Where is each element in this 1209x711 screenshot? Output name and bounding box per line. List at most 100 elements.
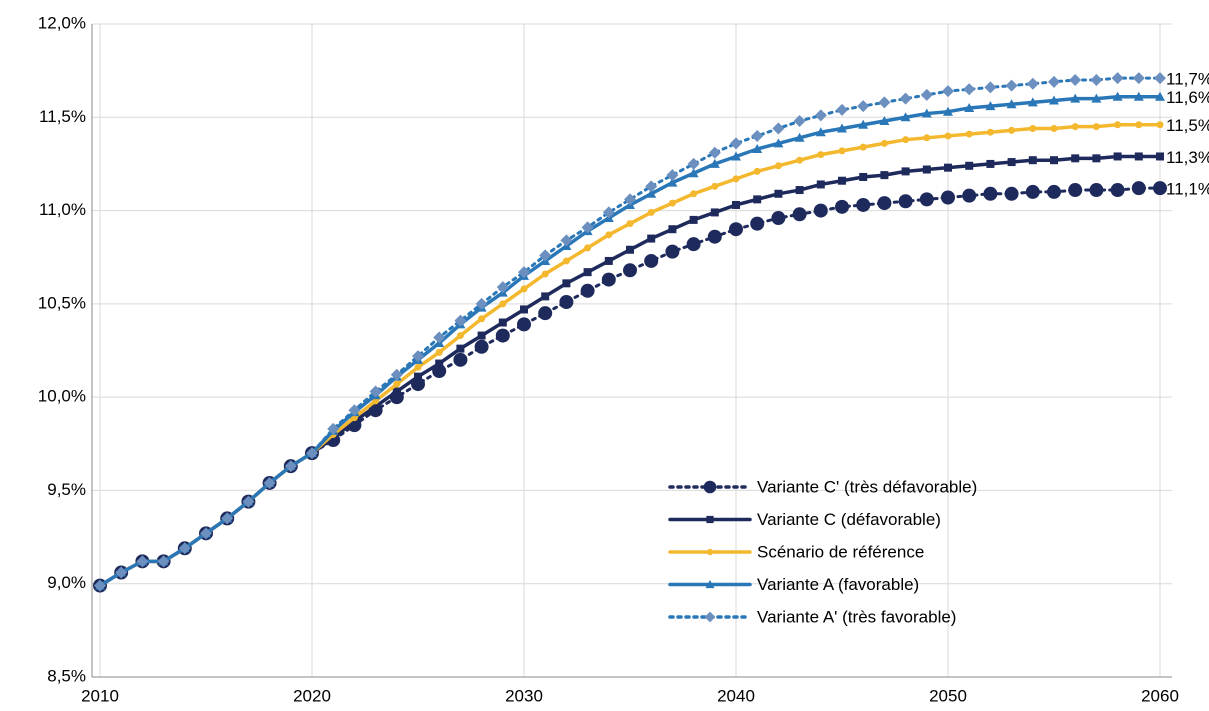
marker [478,315,486,323]
marker [1006,99,1017,109]
y-tick-label: 9,0% [47,573,86,592]
data-label: 11,6% [1166,88,1209,107]
marker [645,180,658,193]
marker [817,151,825,159]
marker [371,402,380,411]
marker [668,225,677,234]
marker [538,306,553,321]
marker [1050,124,1058,132]
marker [835,199,849,214]
x-tick-label: 2020 [293,686,331,705]
y-tick-label: 8,5% [47,666,86,685]
marker [1092,154,1101,163]
marker [795,186,804,195]
marker [837,123,847,133]
legend-label: Variante C (défavorable) [757,510,941,529]
legend-label: Variante C' (très défavorable) [757,477,977,496]
marker [644,253,659,268]
marker [583,268,592,277]
marker [877,196,892,211]
marker [433,331,446,344]
marker [1029,124,1037,132]
marker [688,168,699,178]
marker [984,81,997,94]
marker [1025,184,1040,199]
marker [559,294,574,309]
marker [604,256,613,265]
marker [711,182,719,190]
marker [964,102,975,112]
marker [498,318,507,327]
marker [454,314,467,327]
marker [623,263,637,278]
marker [731,151,741,161]
data-label: 11,5% [1166,116,1209,135]
marker [453,352,468,367]
marker [392,387,401,396]
marker [560,234,573,247]
marker [856,197,871,212]
marker [1154,72,1166,85]
marker [816,180,825,189]
marker [624,193,636,206]
marker [920,88,933,101]
marker [921,108,932,118]
marker [859,143,867,151]
marker [390,368,403,381]
y-tick-label: 10,5% [38,293,86,312]
marker [965,161,974,170]
marker [902,136,910,144]
marker [1111,72,1124,85]
marker [1134,152,1143,161]
marker [1071,123,1079,131]
x-tick-label: 2040 [717,686,755,705]
marker [706,515,714,524]
marker [1050,156,1058,165]
marker [666,169,679,182]
marker [562,279,571,288]
marker [605,231,613,239]
marker [751,129,764,142]
marker [859,172,868,181]
marker [1005,79,1018,92]
marker [796,156,804,164]
marker [858,119,869,129]
legend-label: Scénario de référence [757,542,924,561]
marker [1110,183,1125,198]
marker [1155,91,1165,101]
marker [773,138,784,148]
marker [941,190,955,205]
marker [774,189,783,198]
marker [898,194,913,209]
marker [814,109,827,122]
marker [962,188,977,203]
marker [1090,73,1103,86]
marker [136,555,149,568]
marker [899,92,912,105]
marker [703,480,717,494]
marker [706,548,714,556]
marker [1156,152,1164,161]
marker [732,175,740,183]
marker [242,495,255,508]
marker [646,188,657,198]
marker [327,422,340,435]
marker [708,146,721,159]
marker [965,130,973,138]
marker [499,300,507,308]
marker [986,128,994,136]
marker [414,372,422,381]
y-tick-label: 9,5% [47,480,86,499]
marker [1133,91,1144,101]
marker [626,245,634,254]
marker [520,305,528,314]
marker [753,195,762,204]
marker [986,159,995,168]
marker [772,122,785,135]
marker [1092,123,1100,131]
marker [857,100,870,113]
marker [944,163,952,172]
data-label: 11,1% [1166,180,1209,199]
marker [704,611,716,623]
marker [1049,95,1059,105]
